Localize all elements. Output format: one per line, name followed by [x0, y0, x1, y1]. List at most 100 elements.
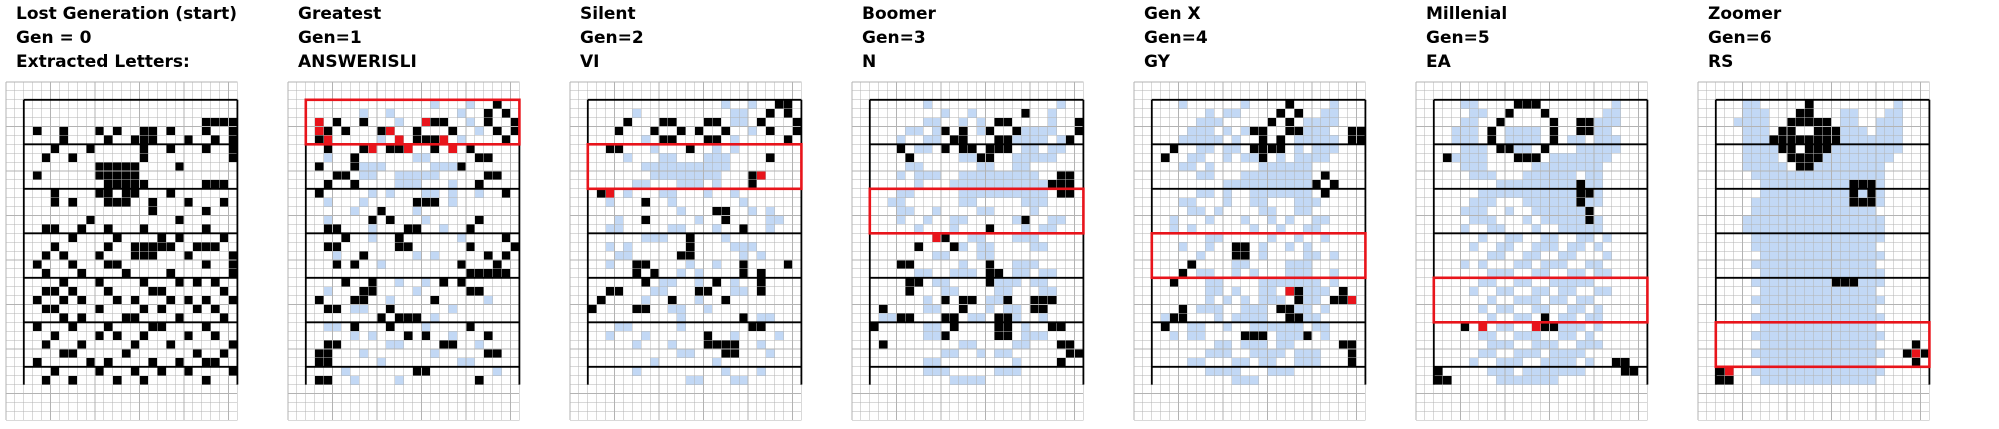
previously-alive-cell — [1312, 295, 1321, 305]
previously-alive-cell — [1804, 331, 1814, 341]
previously-alive-cell — [1505, 304, 1514, 314]
previously-alive-cell — [1056, 144, 1066, 154]
previously-alive-cell — [1787, 304, 1796, 314]
live-cell — [985, 277, 995, 287]
previously-alive-cell — [1196, 304, 1206, 314]
previously-alive-cell — [1223, 188, 1232, 198]
live-cell — [112, 375, 122, 385]
live-cell — [1549, 322, 1559, 332]
previously-alive-cell — [1205, 144, 1215, 154]
live-cell — [1294, 313, 1304, 323]
previously-alive-cell — [1038, 313, 1048, 323]
previously-alive-cell — [685, 171, 695, 180]
previously-alive-cell — [721, 153, 731, 163]
live-cell — [314, 135, 324, 145]
previously-alive-cell — [712, 144, 722, 154]
previously-alive-cell — [1021, 233, 1030, 243]
live-cell — [739, 268, 748, 278]
previously-alive-cell — [1795, 313, 1805, 323]
previously-alive-cell — [703, 171, 713, 180]
live-cell — [1778, 144, 1787, 154]
live-cell — [184, 197, 193, 207]
previously-alive-cell — [905, 126, 915, 136]
live-cell — [59, 251, 69, 260]
previously-alive-cell — [1047, 286, 1057, 296]
previously-alive-cell — [1867, 144, 1876, 154]
cell-layer — [1433, 99, 1639, 385]
previously-alive-cell — [1205, 304, 1215, 314]
previously-alive-cell — [1496, 268, 1505, 278]
previously-alive-cell — [1558, 251, 1568, 260]
previously-alive-cell — [932, 126, 941, 136]
previously-alive-cell — [1876, 126, 1885, 136]
previously-alive-cell — [1469, 126, 1479, 136]
live-cell — [605, 144, 615, 154]
previously-alive-cell — [958, 179, 968, 189]
live-cell — [166, 188, 176, 198]
previously-alive-cell — [1849, 153, 1859, 163]
previously-alive-cell — [1787, 277, 1796, 287]
previously-alive-cell — [667, 153, 677, 163]
previously-alive-cell — [1858, 153, 1868, 163]
previously-alive-cell — [430, 171, 440, 180]
previously-alive-cell — [958, 340, 968, 349]
live-cell — [341, 233, 351, 243]
previously-alive-cell — [1285, 171, 1295, 180]
live-cell — [1769, 135, 1779, 145]
previously-alive-cell — [1469, 171, 1479, 180]
live-cell — [1240, 242, 1250, 252]
previously-alive-cell — [1276, 277, 1286, 287]
live-cell — [1338, 295, 1348, 305]
previously-alive-cell — [1223, 295, 1232, 305]
previously-alive-cell — [659, 188, 668, 198]
highlighted-band — [1432, 276, 1649, 324]
previously-alive-cell — [1294, 188, 1304, 198]
previously-alive-cell — [1849, 322, 1859, 332]
previously-alive-cell — [1787, 349, 1796, 358]
previously-alive-cell — [1813, 322, 1823, 332]
previously-alive-cell — [1858, 233, 1868, 243]
previously-alive-cell — [1038, 286, 1048, 296]
previously-alive-cell — [676, 224, 686, 234]
previously-alive-cell — [1478, 304, 1488, 314]
previously-alive-cell — [932, 251, 941, 260]
previously-alive-cell — [1760, 215, 1770, 225]
live-cell — [1804, 144, 1814, 154]
previously-alive-cell — [1038, 242, 1048, 252]
previously-alive-cell — [1329, 135, 1339, 145]
previously-alive-cell — [1769, 215, 1779, 225]
previously-alive-cell — [1867, 366, 1876, 376]
previously-alive-cell — [1285, 331, 1295, 341]
live-cell — [1840, 277, 1850, 287]
previously-alive-cell — [1294, 331, 1304, 341]
previously-alive-cell — [1831, 268, 1841, 278]
live-cell — [501, 188, 511, 198]
previously-alive-cell — [448, 331, 458, 341]
previously-alive-cell — [1602, 144, 1612, 154]
previously-alive-cell — [1038, 135, 1048, 145]
previously-alive-cell — [994, 277, 1004, 287]
live-cell — [139, 331, 149, 341]
previously-alive-cell — [1312, 144, 1321, 154]
previously-alive-cell — [1496, 375, 1505, 385]
live-cell — [148, 206, 158, 216]
previously-alive-cell — [1760, 126, 1770, 136]
previously-alive-cell — [1178, 242, 1188, 252]
previously-alive-cell — [1876, 313, 1885, 323]
previously-alive-cell — [958, 242, 968, 252]
previously-alive-cell — [1594, 313, 1603, 323]
previously-alive-cell — [1231, 313, 1241, 323]
previously-alive-cell — [1267, 277, 1277, 287]
previously-alive-cell — [1876, 224, 1885, 234]
previously-alive-cell — [1320, 331, 1330, 341]
live-cell — [1487, 135, 1497, 145]
live-cell — [1258, 144, 1268, 154]
previously-alive-cell — [1611, 99, 1621, 109]
previously-alive-cell — [1329, 277, 1339, 287]
previously-alive-cell — [1602, 153, 1612, 163]
live-cell — [332, 242, 342, 252]
live-cell — [1294, 295, 1304, 305]
live-cell — [103, 286, 113, 296]
previously-alive-cell — [1893, 99, 1903, 109]
previously-alive-cell — [1778, 375, 1787, 385]
